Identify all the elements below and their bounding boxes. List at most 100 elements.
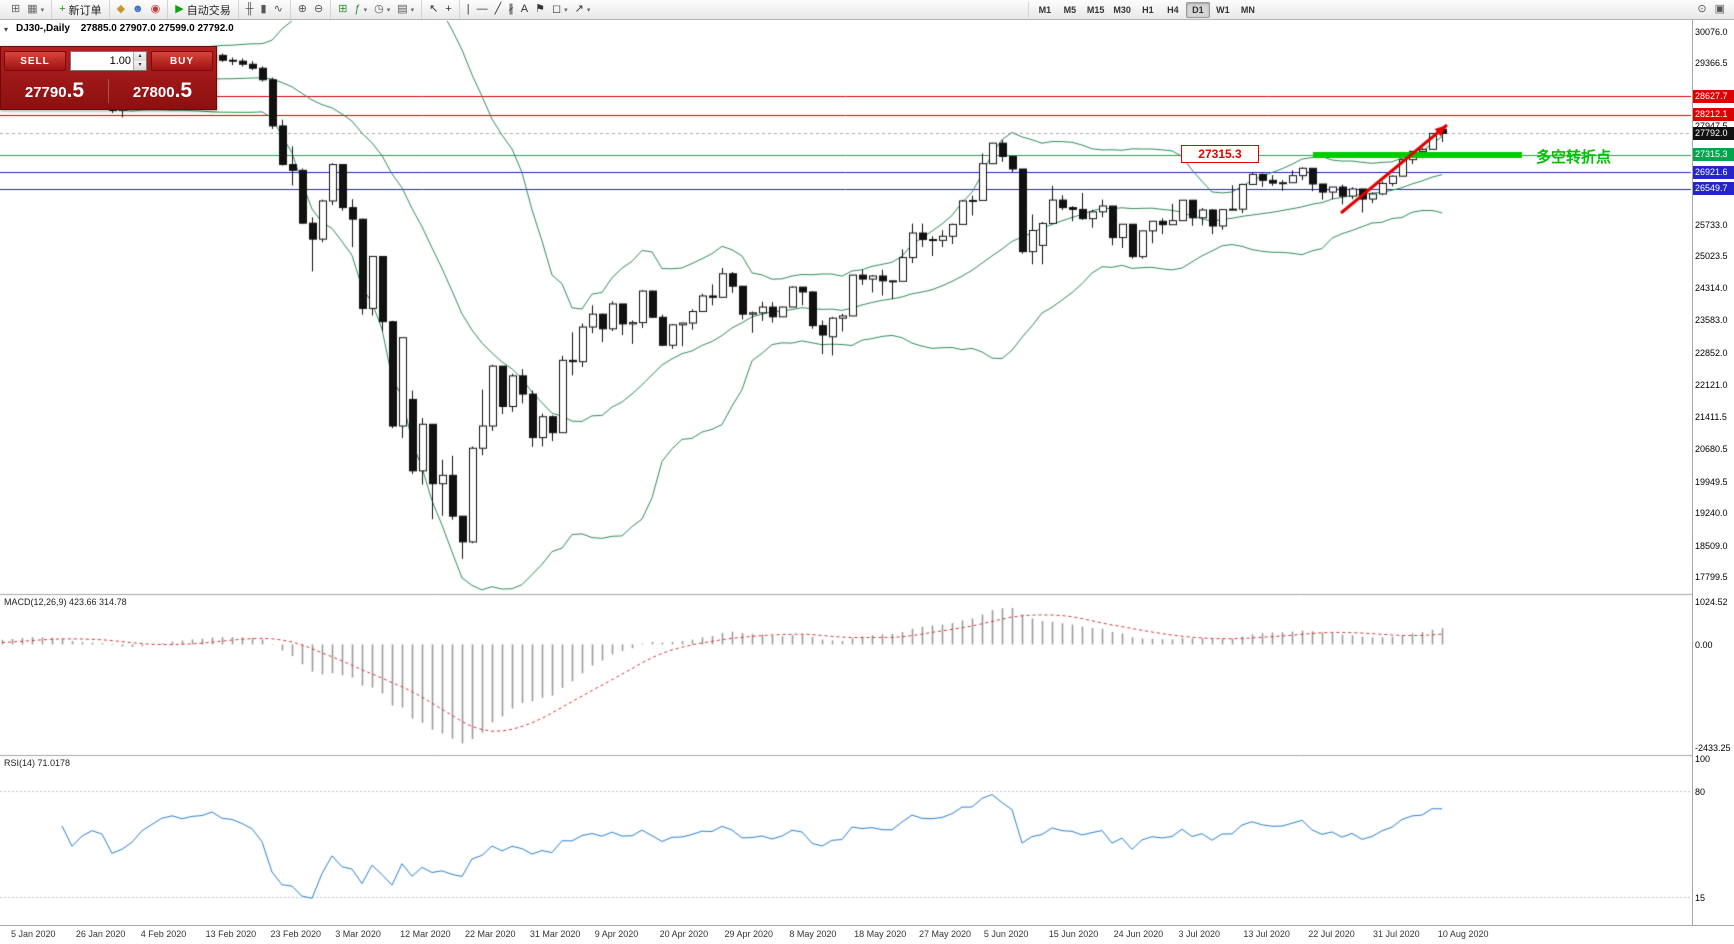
timeframe-button-h1[interactable]: H1 <box>1142 4 1154 15</box>
arrows-dropdown-icon[interactable]: ▾ <box>586 6 591 14</box>
label-button[interactable]: ⚑ <box>532 1 548 18</box>
price-scale-label: 22121.0 <box>1695 380 1728 391</box>
date-label: 31 Jul 2020 <box>1373 929 1420 939</box>
alerts-button[interactable]: ◉ <box>148 1 164 18</box>
window-list-icon: ▣ <box>1714 3 1725 15</box>
candlestick-mode-button[interactable]: ▮ <box>258 1 270 18</box>
timeframe-button-m15[interactable]: M15 <box>1086 4 1105 15</box>
price-callout-box[interactable]: 27315.3 <box>1181 145 1259 163</box>
arrows-icon: ↗ <box>574 3 584 15</box>
date-label: 26 Jan 2020 <box>75 929 126 939</box>
buy-price[interactable]: 27800 .5 <box>108 79 216 103</box>
buy-price-frac: .5 <box>174 79 193 102</box>
rsi-scale-label: 15 <box>1695 893 1706 904</box>
top-toolbar: ⊞ ▦ ▾ + 新订单 ◆ ☻ ◉ ▶ 自动交易 ╫ ▮ ∿ ⊕ ⊖ ⊞ ƒ ▾ ◷ ▾ ▤ ▾ ↖ + | — ╱ ∦ A ⚑ ◻ ▾ ↗ ▾ … <box>0 0 1734 20</box>
timeframe-button-h4[interactable]: H4 <box>1167 4 1179 15</box>
shapes-button[interactable]: ◻ ▾ <box>549 1 571 18</box>
price-scale-label: 24314.0 <box>1695 282 1728 293</box>
date-label: 9 Apr 2020 <box>594 929 639 939</box>
indicators-dropdown-icon[interactable]: ▾ <box>363 6 368 14</box>
new-chart-button[interactable]: ⊞ <box>8 1 23 18</box>
timeframe-toolbar: M1 M5 M15 M30 H1 H4 D1 W1 MN <box>1027 1 1264 18</box>
timeframe-button-d1[interactable]: D1 <box>1185 1 1210 18</box>
chart-profiles-button[interactable]: ▦ ▾ <box>24 1 47 18</box>
rsi-scale-label: 80 <box>1695 786 1706 797</box>
community-button[interactable]: ☻ <box>129 1 147 18</box>
line-chart-mode-button[interactable]: ∿ <box>271 1 286 18</box>
timeframe-button-mn[interactable]: MN <box>1240 4 1255 15</box>
arrows-button[interactable]: ↗ ▾ <box>572 1 594 18</box>
date-label: 8 May 2020 <box>789 929 837 939</box>
timeframe-button-m5[interactable]: M5 <box>1063 4 1077 15</box>
volume-input[interactable] <box>71 52 133 70</box>
zoom-out-button[interactable]: ⊖ <box>311 1 326 18</box>
text-button[interactable]: A <box>518 1 531 18</box>
price-scale-label: 20680.5 <box>1695 444 1728 455</box>
sell-price[interactable]: 27790 .5 <box>1 79 108 103</box>
vertical-line-button[interactable]: | <box>464 1 473 18</box>
buy-button[interactable]: BUY <box>151 51 213 71</box>
search-button[interactable]: ⊙ <box>1694 1 1709 18</box>
text-icon: A <box>520 3 529 15</box>
periods-button[interactable]: ◷ ▾ <box>371 1 393 18</box>
one-click-trading-panel: SELL ▴ ▾ BUY 27790 .5 27800 .5 <box>0 46 217 110</box>
price-scale-label: 22852.0 <box>1695 347 1728 358</box>
price-scale-label: 25733.0 <box>1695 219 1728 230</box>
date-label: 20 Apr 2020 <box>659 929 709 939</box>
crosshair-button[interactable]: + <box>442 1 454 18</box>
window-list-button[interactable]: ▣ <box>1712 1 1728 18</box>
indicators-button[interactable]: ƒ ▾ <box>351 1 370 18</box>
chart-title: DJ30-,Daily 27885.0 27907.0 27599.0 2779… <box>16 23 234 34</box>
new-order-icon: + <box>59 3 66 15</box>
market-button[interactable]: ◆ <box>114 1 128 18</box>
symbol-period-label: DJ30-,Daily <box>16 23 70 34</box>
toolbar-group: + 新订单 <box>51 0 108 19</box>
new-order-button[interactable]: + 新订单 <box>56 1 104 18</box>
trendline-button[interactable]: ╱ <box>492 1 505 18</box>
date-axis[interactable]: 5 Jan 2020 26 Jan 2020 4 Feb 2020 13 Feb 20… <box>0 925 1734 944</box>
timeframe-button-w1[interactable]: W1 <box>1216 4 1230 15</box>
templates-button[interactable]: ▤ ▾ <box>394 1 417 18</box>
level-price-badge: 26921.6 <box>1693 165 1734 179</box>
sell-price-main: 27790 <box>24 84 67 101</box>
market-icon: ◆ <box>116 3 126 15</box>
periods-dropdown-icon[interactable]: ▾ <box>386 6 391 14</box>
toolbar-group: ⊞ ƒ ▾ ◷ ▾ ▤ ▾ <box>330 0 421 19</box>
level-price-badge: 27315.3 <box>1693 148 1734 162</box>
timeframe-button-m30[interactable]: M30 <box>1113 4 1131 15</box>
toolbar-group: ⊕ ⊖ <box>289 0 330 19</box>
date-label: 5 Jan 2020 <box>11 929 56 939</box>
volume-down-button[interactable]: ▾ <box>134 61 146 70</box>
price-scale-label: 29366.5 <box>1695 58 1728 69</box>
bar-chart-mode-button[interactable]: ╫ <box>243 1 257 18</box>
sell-button[interactable]: SELL <box>4 51 66 71</box>
toolbar-group: ⊞ ▦ ▾ <box>4 0 51 19</box>
autotrading-button[interactable]: ▶ 自动交易 <box>172 1 233 18</box>
channel-button[interactable]: ∦ <box>505 1 517 18</box>
trendline-icon: ╱ <box>494 3 502 15</box>
channel-icon: ∦ <box>508 3 514 15</box>
one-click-collapse-icon[interactable]: ▾ <box>4 25 9 34</box>
horizontal-line-button[interactable]: — <box>474 1 491 18</box>
date-label: 18 May 2020 <box>854 929 907 939</box>
timeframe-button-m1[interactable]: M1 <box>1038 4 1052 15</box>
new-chart-icon: ⊞ <box>11 3 21 15</box>
sell-button-label: SELL <box>20 55 50 67</box>
shapes-icon: ◻ <box>551 3 562 15</box>
shapes-dropdown-icon[interactable]: ▾ <box>564 6 568 14</box>
templates-dropdown-icon[interactable]: ▾ <box>410 6 415 14</box>
turning-point-label[interactable]: 多空转折点 <box>1536 149 1612 166</box>
zoom-in-button[interactable]: ⊕ <box>295 1 310 18</box>
rsi-header: RSI(14) 71.0178 <box>4 758 71 768</box>
line-chart-mode-icon: ∿ <box>273 3 283 15</box>
price-scale[interactable]: 30076.029366.528657.027947.527238.026528… <box>1692 20 1734 925</box>
date-label: 24 Jun 2020 <box>1113 929 1164 939</box>
tile-windows-button[interactable]: ⊞ <box>335 1 350 18</box>
date-label: 3 Jul 2020 <box>1178 929 1221 939</box>
volume-up-button[interactable]: ▴ <box>134 52 146 61</box>
community-icon: ☻ <box>132 3 144 15</box>
cursor-button[interactable]: ↖ <box>426 1 441 18</box>
toolbar-groups: ⊞ ▦ ▾ + 新订单 ◆ ☻ ◉ ▶ 自动交易 ╫ ▮ ∿ ⊕ ⊖ ⊞ ƒ ▾ ◷ ▾ ▤ ▾ ↖ + | — ╱ ∦ A ⚑ ◻ ▾ ↗ ▾ <box>4 0 597 19</box>
chart-profiles-dropdown-icon[interactable]: ▾ <box>40 6 45 14</box>
